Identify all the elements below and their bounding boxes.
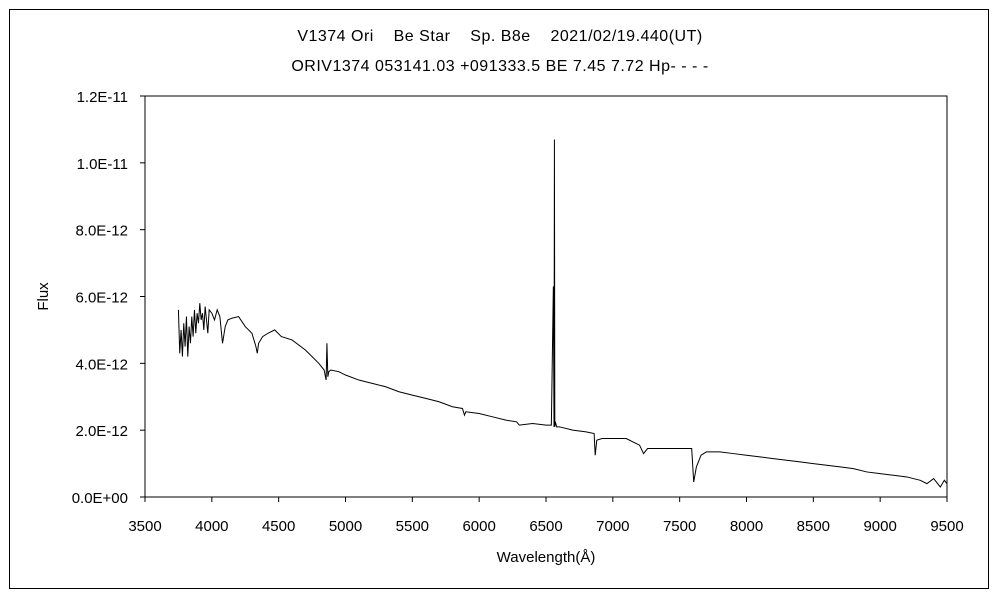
y-axis-label: Flux	[35, 282, 52, 311]
plot-area	[144, 95, 948, 498]
x-tick-label: 5000	[329, 518, 362, 535]
x-tick-label: 8500	[797, 518, 830, 535]
y-tick-label: 8.0E-12	[75, 223, 128, 240]
spectrum-line	[177, 139, 948, 488]
x-tick-label: 4000	[195, 518, 228, 535]
x-tick-label: 5500	[396, 518, 429, 535]
chart-title: V1374 Ori Be Star Sp. B8e 2021/02/19.440…	[297, 28, 703, 45]
x-axis: 3500 4000 4500 5000 5500 6000 6500 7000 7500 8000…	[128, 497, 964, 535]
series-layer	[177, 139, 948, 488]
y-tick-label: 6.0E-12	[75, 290, 128, 307]
chart-subtitle: ORIV1374 053141.03 +091333.5 BE 7.45 7.7…	[291, 58, 709, 75]
y-tick-label: 4.0E-12	[75, 356, 128, 373]
y-tick-label: 1.2E-11	[77, 89, 128, 106]
x-tick-label: 9500	[930, 518, 963, 535]
x-axis-label: Wavelength(Å)	[497, 549, 596, 566]
x-tick-label: 8000	[730, 518, 763, 535]
x-tick-label: 3500	[128, 518, 161, 535]
y-tick-label: 2.0E-12	[75, 423, 128, 440]
x-tick-label: 6000	[462, 518, 495, 535]
x-tick-label: 6500	[529, 518, 562, 535]
x-tick-label: 4500	[262, 518, 295, 535]
y-tick-label: 1.0E-11	[77, 156, 128, 173]
x-tick-label: 9000	[863, 518, 896, 535]
x-tick-label: 7500	[663, 518, 696, 535]
x-tick-label: 7000	[596, 518, 629, 535]
y-tick-label: 0.0E+00	[72, 490, 128, 507]
y-axis: 0.0E+00 2.0E-12 4.0E-12 6.0E-12 8.0E-12 1.0E-…	[72, 89, 145, 507]
